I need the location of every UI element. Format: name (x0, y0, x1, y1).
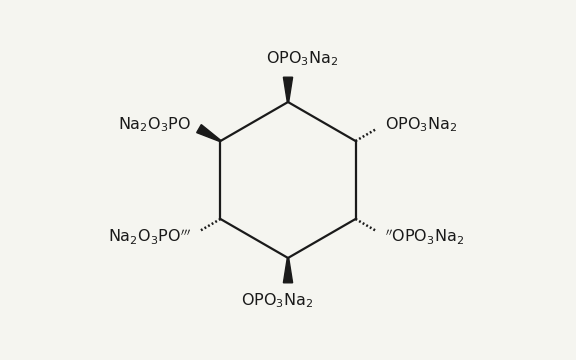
Text: OPO$_3$Na$_2$: OPO$_3$Na$_2$ (241, 292, 313, 310)
Text: Na$_2$O$_3$PO$'''$: Na$_2$O$_3$PO$'''$ (108, 226, 191, 246)
Text: OPO$_3$Na$_2$: OPO$_3$Na$_2$ (385, 115, 458, 134)
Polygon shape (283, 258, 293, 283)
Text: Na$_2$O$_3$PO: Na$_2$O$_3$PO (118, 115, 191, 134)
Text: OPO$_3$Na$_2$: OPO$_3$Na$_2$ (266, 50, 339, 68)
Polygon shape (283, 77, 293, 102)
Polygon shape (196, 125, 221, 141)
Text: $''$OPO$_3$Na$_2$: $''$OPO$_3$Na$_2$ (385, 226, 464, 246)
